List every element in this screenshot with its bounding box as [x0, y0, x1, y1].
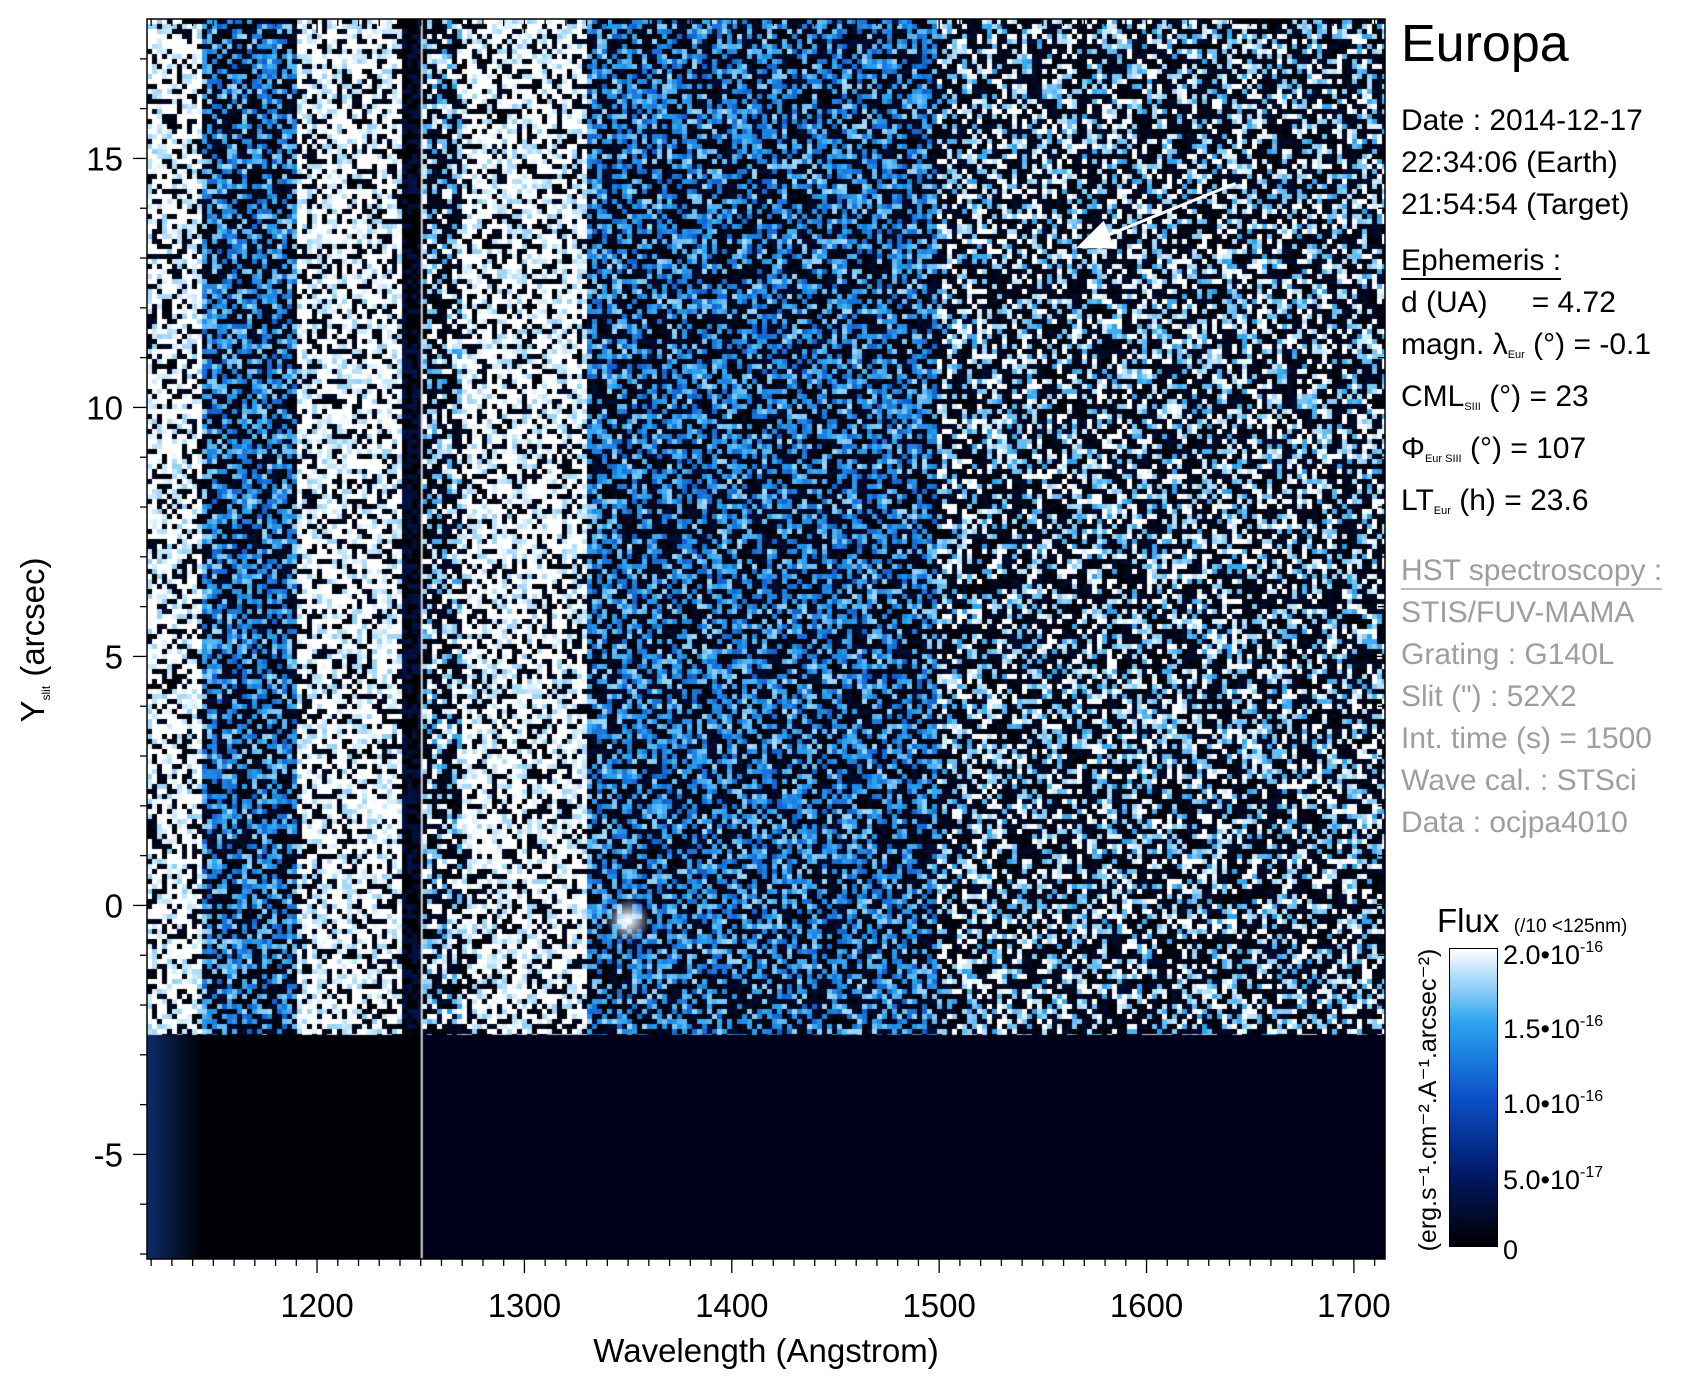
wave-cal-line: Wave cal. : STSci: [1401, 764, 1637, 797]
spectrum-heatmap: [147, 19, 1385, 1259]
distance-label: d (UA): [1401, 286, 1488, 319]
data-id-line: Data : ocjpa4010: [1401, 806, 1628, 839]
y-tick-label: 10: [86, 389, 123, 426]
y-tick-label: 5: [105, 638, 123, 675]
arrow-shaft: [1108, 181, 1237, 236]
earth-time: 22:34:06 (Earth): [1401, 146, 1618, 179]
arrow-annotation: [1076, 181, 1237, 249]
y-axis-title-sub: slit: [39, 685, 53, 700]
y-axis-title: Yslit (arcsec): [14, 557, 53, 722]
y-axis-title-main: Y: [14, 701, 51, 723]
local-time-line: LTEur (h) = 23.6: [1401, 484, 1589, 517]
slit-line: Slit (") : 52X2: [1401, 680, 1577, 713]
spectrum-plot-area: [147, 19, 1385, 1259]
hst-header: HST spectroscopy :: [1401, 554, 1663, 590]
distance-line: d (UA) = 4.72: [1401, 282, 1662, 324]
arrow-head: [1076, 220, 1116, 249]
phase-line: ΦEur SIII (°) = 107: [1401, 432, 1587, 465]
x-tick-label: 1700: [1317, 1287, 1390, 1324]
y-tick-label: -5: [94, 1136, 123, 1173]
colorbar-note: (/10 <125nm): [1513, 916, 1628, 937]
info-panel: Date : 2014-12-17 22:34:06 (Earth) 21:54…: [1401, 100, 1663, 844]
colorbar: [1449, 948, 1498, 1247]
target-title: Europa: [1401, 15, 1569, 73]
colorbar-tick-4: 0: [1503, 1235, 1519, 1265]
x-axis-ticks: 1200 1300 1400 1500 1600 1700: [150, 19, 1391, 1324]
ephemeris-header: Ephemeris :: [1401, 244, 1562, 280]
colorbar-header: Flux (/10 <125nm): [1437, 902, 1627, 940]
svg-text:Yslit (arcsec): Yslit (arcsec): [14, 557, 53, 722]
date-line: Date : 2014-12-17: [1401, 104, 1643, 137]
colorbar-tick-3: 5.0•10-17: [1503, 1164, 1604, 1195]
colorbar-tick-2: 1.0•10-16: [1503, 1088, 1604, 1119]
colorbar-tick-1: 1.5•10-16: [1503, 1013, 1604, 1044]
x-tick-label: 1500: [902, 1287, 975, 1324]
y-axis-title-unit: (arcsec): [14, 557, 51, 685]
x-tick-label: 1600: [1110, 1287, 1183, 1324]
x-tick-label: 1400: [695, 1287, 768, 1324]
x-axis-title: Wavelength (Angstrom): [593, 1332, 938, 1369]
y-tick-label: 15: [86, 140, 123, 177]
grating-line: Grating : G140L: [1401, 638, 1615, 671]
integration-time-line: Int. time (s) = 1500: [1401, 722, 1652, 755]
colorbar-tick-0: 2.0•10-16: [1503, 939, 1604, 970]
x-tick-label: 1300: [488, 1287, 561, 1324]
colorbar-title: Flux: [1437, 902, 1500, 939]
colorbar-unit: (erg.s⁻¹.cm⁻².A⁻¹.arcsec⁻²): [1414, 948, 1442, 1252]
target-time: 21:54:54 (Target): [1401, 188, 1630, 221]
instrument-line: STIS/FUV-MAMA: [1401, 596, 1635, 629]
x-tick-label: 1200: [280, 1287, 353, 1324]
y-axis-ticks: -5 0 5 10 15: [86, 58, 1385, 1255]
magnetic-latitude-line: magn. λEur (°) = -0.1: [1401, 328, 1652, 361]
y-tick-label: 0: [105, 887, 123, 924]
distance-value: = 4.72: [1531, 286, 1616, 319]
cml-line: CMLSIII (°) = 23: [1401, 380, 1589, 413]
plot-frame: [146, 18, 1386, 1260]
